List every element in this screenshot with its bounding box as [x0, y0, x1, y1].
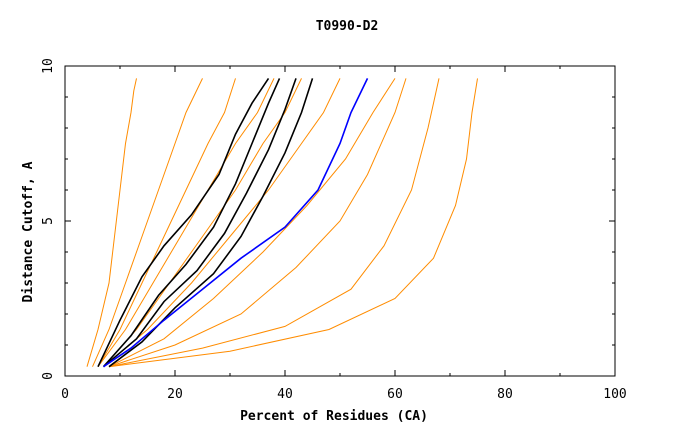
series-line-reference-14 [103, 78, 369, 368]
y-tick-label: 10 [41, 58, 56, 74]
series-line-highlight-10 [97, 77, 270, 368]
x-tick-label: 60 [387, 387, 403, 402]
x-tick-label: 0 [61, 387, 69, 402]
series-line-background-4 [103, 78, 302, 368]
y-tick-label: 0 [41, 372, 56, 380]
x-tick-label: 100 [603, 387, 626, 402]
series-line-highlight-12 [102, 78, 297, 368]
series-line-background-1 [92, 78, 203, 367]
series-line-highlight-11 [102, 78, 281, 368]
series-line-background-8 [108, 78, 440, 368]
series-line-background-0 [86, 78, 137, 367]
x-tick-label: 40 [277, 387, 293, 402]
x-tick-label: 80 [497, 387, 513, 402]
y-tick-label: 5 [41, 217, 56, 225]
chart-title: T0990-D2 [316, 19, 379, 34]
series-line-background-7 [108, 78, 407, 368]
series-line-background-2 [97, 78, 236, 367]
tick-layer: 0 20 40 60 80 100 0 5 10 [41, 58, 627, 402]
series-line-background-9 [108, 78, 478, 368]
x-tick-label: 20 [167, 387, 183, 402]
curve-layer [86, 77, 478, 368]
y-axis-label: Distance Cutoff, A [21, 161, 36, 302]
series-line-background-6 [108, 78, 396, 368]
series-line-background-3 [97, 78, 275, 367]
x-axis-label: Percent of Residues (CA) [240, 409, 428, 424]
series-line-background-5 [103, 78, 341, 368]
